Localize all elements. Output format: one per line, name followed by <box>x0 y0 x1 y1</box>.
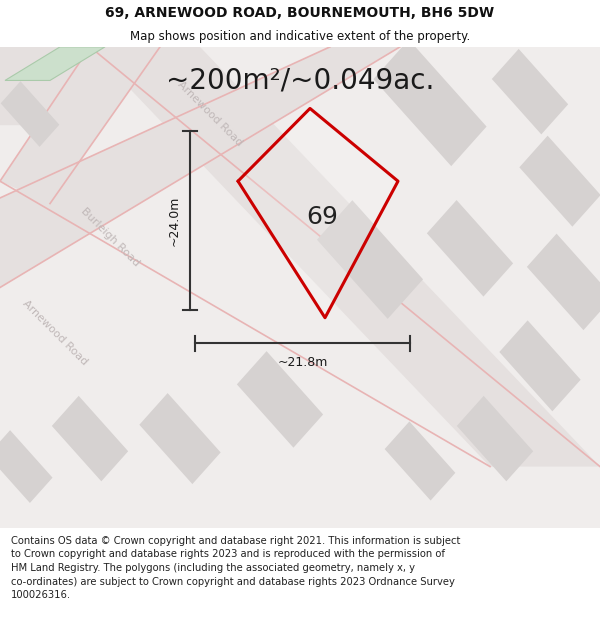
Polygon shape <box>527 234 600 330</box>
Polygon shape <box>457 396 533 481</box>
Polygon shape <box>385 421 455 501</box>
Text: ~24.0m: ~24.0m <box>167 195 181 246</box>
Polygon shape <box>0 47 160 204</box>
Polygon shape <box>0 47 110 125</box>
Polygon shape <box>492 49 568 134</box>
Text: Arnewood Road: Arnewood Road <box>20 298 89 367</box>
Text: 69, ARNEWOOD ROAD, BOURNEMOUTH, BH6 5DW: 69, ARNEWOOD ROAD, BOURNEMOUTH, BH6 5DW <box>106 6 494 20</box>
Polygon shape <box>90 47 600 467</box>
Polygon shape <box>52 396 128 481</box>
Polygon shape <box>237 351 323 448</box>
Polygon shape <box>1 81 59 147</box>
Text: ~21.8m: ~21.8m <box>277 356 328 369</box>
Text: Map shows position and indicative extent of the property.: Map shows position and indicative extent… <box>130 30 470 43</box>
Polygon shape <box>5 47 105 81</box>
Text: 69: 69 <box>306 205 338 229</box>
Polygon shape <box>317 200 423 319</box>
Polygon shape <box>520 136 600 227</box>
Polygon shape <box>238 108 398 318</box>
Text: ~200m²/~0.049ac.: ~200m²/~0.049ac. <box>166 66 434 94</box>
Polygon shape <box>427 200 513 297</box>
Text: Burleigh Road: Burleigh Road <box>79 206 141 268</box>
Polygon shape <box>499 321 581 411</box>
Text: Contains OS data © Crown copyright and database right 2021. This information is : Contains OS data © Crown copyright and d… <box>11 536 460 600</box>
Text: Arnewood Road: Arnewood Road <box>176 79 244 148</box>
Polygon shape <box>0 47 400 288</box>
Polygon shape <box>139 393 221 484</box>
Polygon shape <box>373 39 487 166</box>
Polygon shape <box>0 430 53 503</box>
